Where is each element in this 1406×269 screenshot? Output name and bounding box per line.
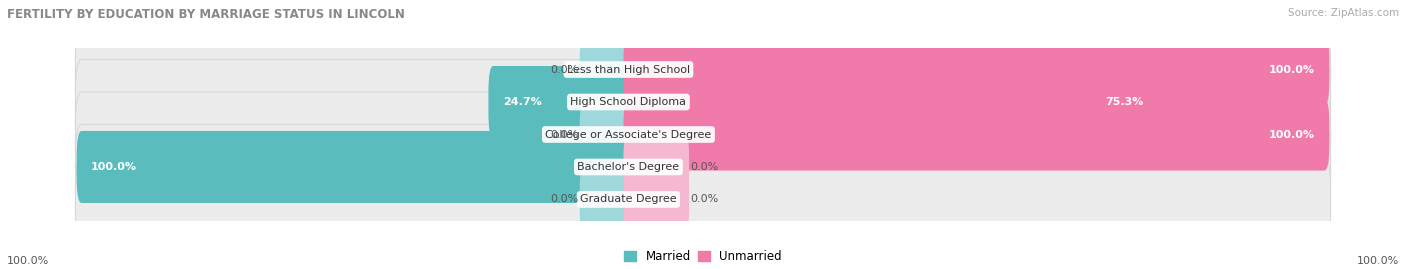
- FancyBboxPatch shape: [77, 131, 633, 203]
- Text: Bachelor's Degree: Bachelor's Degree: [578, 162, 679, 172]
- Text: 24.7%: 24.7%: [503, 97, 541, 107]
- Text: 0.0%: 0.0%: [690, 194, 718, 204]
- FancyBboxPatch shape: [579, 98, 633, 171]
- Legend: Married, Unmarried: Married, Unmarried: [624, 250, 782, 263]
- Text: 100.0%: 100.0%: [1357, 256, 1399, 266]
- Text: Less than High School: Less than High School: [567, 65, 690, 75]
- Text: FERTILITY BY EDUCATION BY MARRIAGE STATUS IN LINCOLN: FERTILITY BY EDUCATION BY MARRIAGE STATU…: [7, 8, 405, 21]
- FancyBboxPatch shape: [76, 27, 1330, 112]
- FancyBboxPatch shape: [579, 33, 633, 106]
- FancyBboxPatch shape: [623, 131, 689, 203]
- FancyBboxPatch shape: [623, 66, 1157, 138]
- Text: High School Diploma: High School Diploma: [571, 97, 686, 107]
- Text: 100.0%: 100.0%: [1270, 65, 1315, 75]
- Text: 100.0%: 100.0%: [1270, 129, 1315, 140]
- FancyBboxPatch shape: [579, 163, 633, 236]
- Text: 0.0%: 0.0%: [550, 129, 578, 140]
- Text: 0.0%: 0.0%: [690, 162, 718, 172]
- Text: 100.0%: 100.0%: [7, 256, 49, 266]
- FancyBboxPatch shape: [623, 33, 1330, 106]
- Text: 0.0%: 0.0%: [550, 194, 578, 204]
- FancyBboxPatch shape: [623, 163, 689, 236]
- Text: 0.0%: 0.0%: [550, 65, 578, 75]
- FancyBboxPatch shape: [76, 59, 1330, 144]
- FancyBboxPatch shape: [76, 157, 1330, 242]
- Text: College or Associate's Degree: College or Associate's Degree: [546, 129, 711, 140]
- Text: Source: ZipAtlas.com: Source: ZipAtlas.com: [1288, 8, 1399, 18]
- FancyBboxPatch shape: [76, 125, 1330, 210]
- Text: Graduate Degree: Graduate Degree: [581, 194, 676, 204]
- Text: 75.3%: 75.3%: [1105, 97, 1143, 107]
- FancyBboxPatch shape: [76, 92, 1330, 177]
- FancyBboxPatch shape: [488, 66, 633, 138]
- FancyBboxPatch shape: [623, 98, 1330, 171]
- Text: 100.0%: 100.0%: [91, 162, 136, 172]
